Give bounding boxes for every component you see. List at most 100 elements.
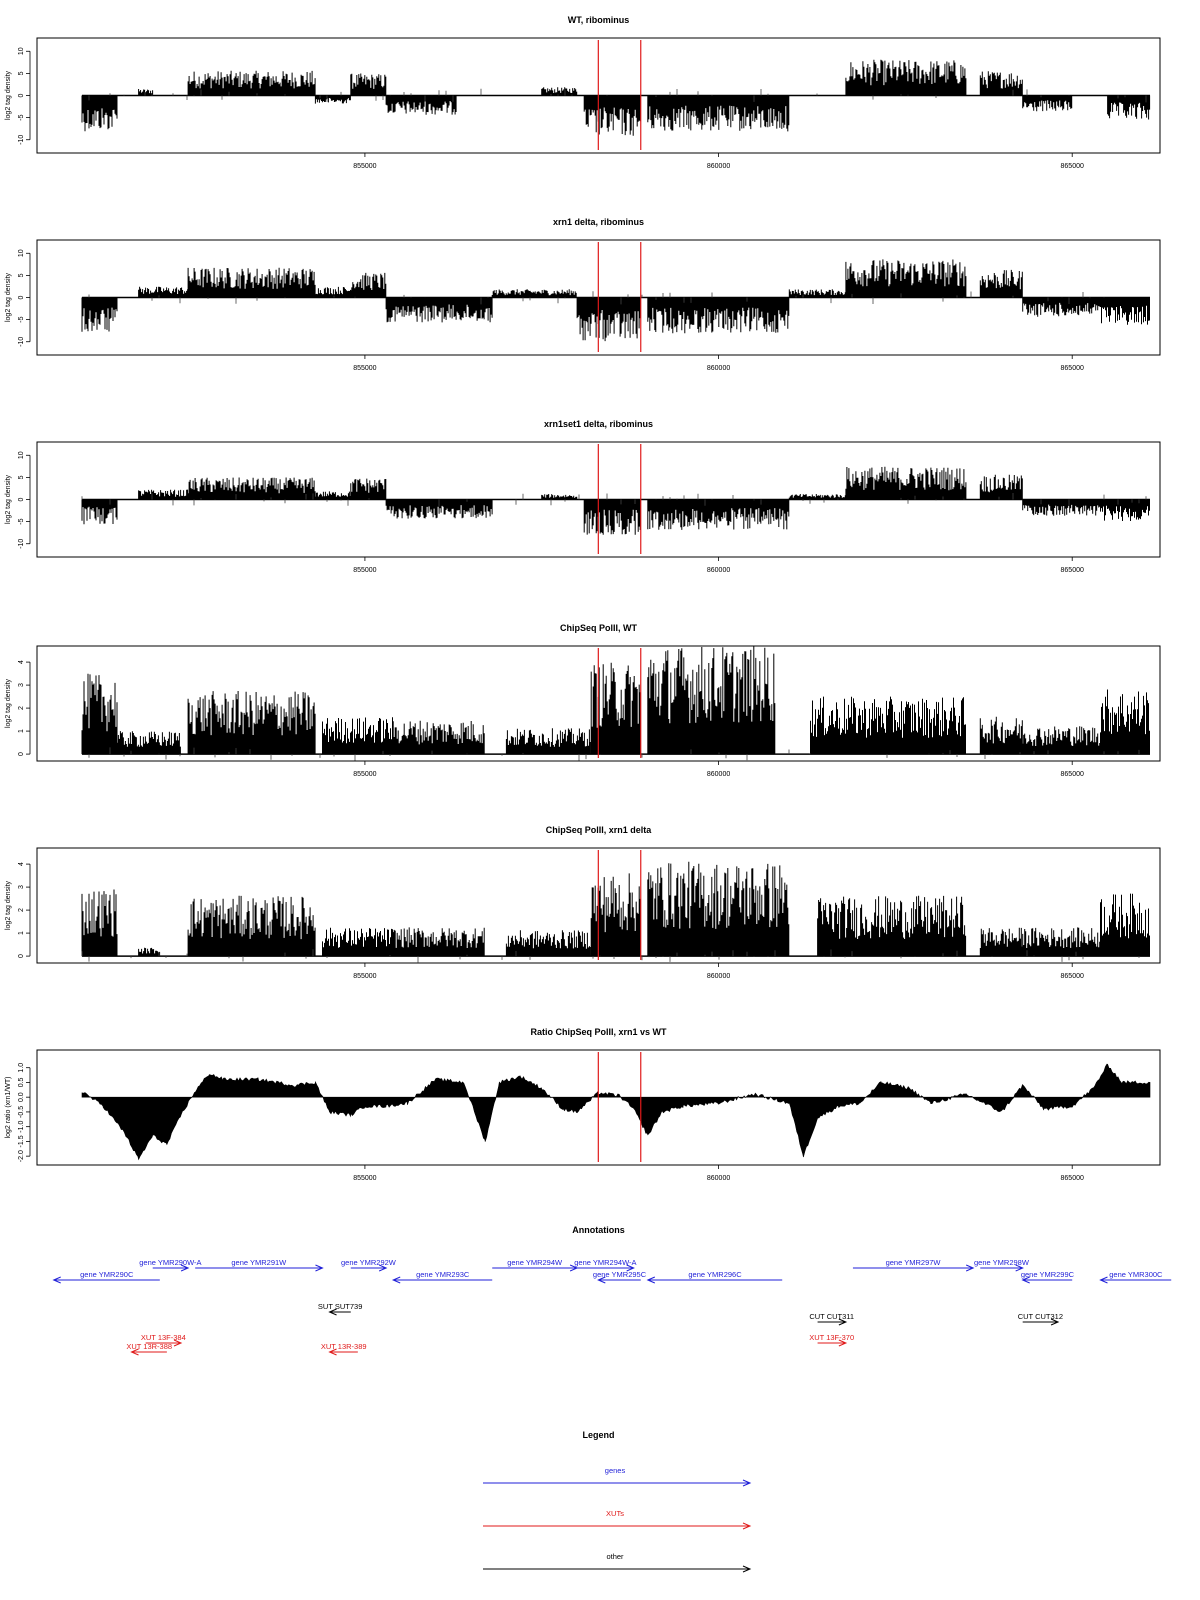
annotation-label: gene YMR298W [974,1258,1030,1267]
panel-3: xrn1set1 delta, ribominus -10 -5 0 5 10 log2 t… [5,419,1161,574]
signal-segment [817,895,967,957]
signal-segment [138,286,189,298]
signal-segment [541,87,578,96]
arrow-icon [965,1264,975,1272]
y-tick-label: 0 [18,954,25,958]
signal-segment [1022,499,1101,516]
annotation-label: gene YMR293C [416,1270,470,1279]
signal-segment [810,696,966,755]
y-axis: -10 -5 0 5 10 [18,451,31,549]
x-tick-label: 865000 [1061,1175,1084,1182]
y-axis-label: log2 tag density [5,70,12,120]
signal-segment [1100,499,1150,521]
sparse-signal [88,88,1147,103]
annotation-label: gene YMR290W-A [139,1258,201,1267]
arrow-icon [180,1264,190,1272]
signal-segment [81,889,118,957]
y-axis: 0 1 2 3 4 [18,862,31,958]
signal-segment [81,673,118,755]
y-tick-label: -10 [18,135,25,145]
y-tick-label: 2 [18,908,25,912]
signal-segment [505,930,591,957]
annotation-label: gene YMR290C [80,1270,134,1279]
legend-item: XUTs [483,1509,752,1530]
signal-segment [350,73,387,96]
annotation-track: Annotations gene YMR290W-A gene YMR290C gen… [52,1225,1172,1356]
annotation-feature: gene YMR299C [1021,1270,1075,1284]
signal-segment [81,297,118,332]
y-tick-label: 1.0 [18,1063,25,1073]
signal-segment [541,494,578,500]
signal-segment [385,297,493,323]
signal-series [81,645,1150,761]
annotation-feature: gene YMR291W [195,1258,324,1272]
annotation-label: gene YMR292W [341,1258,397,1267]
signal-segment [845,259,967,298]
arrow-icon [378,1264,388,1272]
signal-segment [392,720,485,755]
signal-segment [583,95,641,136]
y-tick-label: -5 [18,316,25,322]
x-tick-label: 865000 [1061,567,1084,574]
signal-segment [187,70,316,96]
panel-title: Ratio ChipSeq PolII, xrn1 vs WT [530,1027,667,1037]
y-tick-label: 4 [18,862,25,866]
annotation-feature: gene YMR296C [646,1270,783,1284]
signal-segment [187,267,316,298]
y-axis-label: log2 tag density [5,678,12,728]
arrow-icon [1050,1318,1060,1326]
y-tick-label: 3 [18,683,25,687]
signal-segment [138,947,161,957]
plot-frame [36,847,1161,964]
annotation-feature: gene YMR297W [852,1258,975,1272]
y-tick-label: 0 [18,295,25,299]
annotation-feature: gene YMR298W [974,1258,1030,1272]
arrow-icon [52,1276,61,1284]
arrow-icon [328,1348,337,1356]
x-axis: 855000 860000 865000 [353,153,1084,170]
x-tick-label: 865000 [1061,771,1084,778]
panel-title: ChipSeq PolII, WT [560,623,637,633]
plot-frame [36,1049,1161,1166]
annotation-feature: gene YMR294W-A [574,1258,637,1272]
y-axis-label: log2 tag density [5,272,12,322]
annotation-feature: gene YMR290W-A [139,1258,202,1272]
signal-segment [350,478,387,500]
x-tick-label: 860000 [707,567,730,574]
annotation-label: gene YMR291W [231,1258,287,1267]
y-tick-label: -1.0 [18,1121,25,1133]
x-tick-label: 860000 [707,365,730,372]
signal-segment [1022,726,1101,755]
y-tick-label: 0.0 [18,1092,25,1102]
annotation-label: gene YMR294W-A [574,1258,636,1267]
arrow-icon [1099,1276,1108,1284]
y-tick-label: 3 [18,885,25,889]
annotation-label: XUT 13R-389 [321,1342,367,1351]
signal-segment [138,89,154,96]
signal-segment [647,645,776,755]
annotation-label: gene YMR296C [688,1270,742,1279]
arrow-icon [742,1479,752,1487]
y-axis: -10 -5 0 5 10 [18,47,31,145]
arrow-icon [646,1276,656,1284]
signal-segment [314,491,351,500]
arrow-icon [569,1264,579,1272]
plot-frame [36,37,1161,154]
panel-5: ChipSeq PolII, xrn1 delta 0 1 2 3 4 log2 tag d… [5,825,1161,980]
signal-series [81,259,1150,342]
y-tick-label: 5 [18,71,25,75]
panel-title: WT, ribominus [568,15,630,25]
sparse-signal [88,291,1105,305]
y-tick-label: 0 [18,497,25,501]
x-tick-label: 860000 [707,973,730,980]
annotation-feature: gene YMR290C [52,1270,160,1284]
annotation-label: gene YMR294W [507,1258,563,1267]
signal-segment [1022,927,1101,957]
signal-segment [979,927,1023,957]
annotation-feature: gene YMR292W [341,1258,397,1272]
panel-1: WT, ribominus -10 -5 0 5 10 log2 tag density 85… [5,15,1161,170]
legend-label: XUTs [606,1509,624,1518]
x-axis: 855000 860000 865000 [353,1165,1084,1182]
signal-segment [385,499,493,519]
